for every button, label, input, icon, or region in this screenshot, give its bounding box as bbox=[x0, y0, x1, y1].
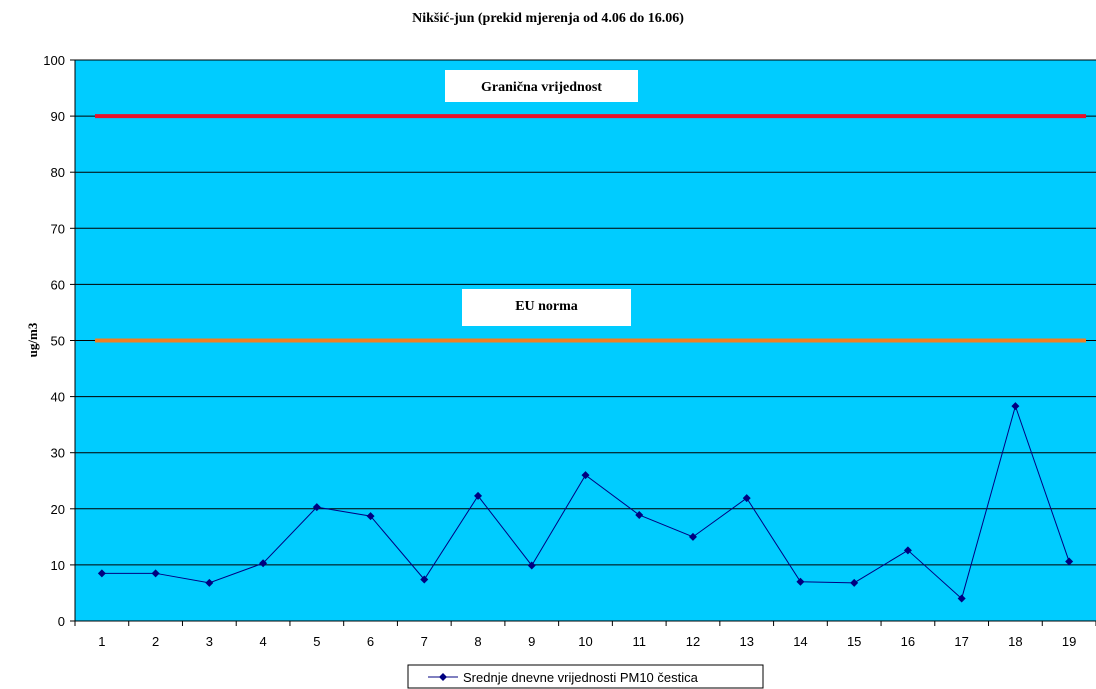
x-tick-label: 9 bbox=[528, 634, 535, 649]
y-tick-label: 0 bbox=[58, 614, 65, 629]
x-tick-label: 19 bbox=[1062, 634, 1076, 649]
y-tick-label: 40 bbox=[51, 390, 65, 405]
data-point bbox=[474, 491, 483, 500]
x-tick-label: 1 bbox=[98, 634, 105, 649]
x-tick-label: 16 bbox=[901, 634, 915, 649]
y-tick-label: 20 bbox=[51, 502, 65, 517]
data-point bbox=[688, 532, 697, 541]
data-point bbox=[151, 569, 160, 578]
data-point bbox=[1065, 557, 1074, 566]
x-tick-label: 4 bbox=[259, 634, 266, 649]
reference-label: Granična vrijednost bbox=[481, 80, 602, 95]
data-point bbox=[97, 569, 106, 578]
legend: Srednje dnevne vrijednosti PM10 čestica bbox=[407, 664, 764, 689]
x-tick-label: 7 bbox=[421, 634, 428, 649]
x-tick-label: 14 bbox=[793, 634, 807, 649]
y-tick-label: 50 bbox=[51, 334, 65, 349]
x-tick-label: 11 bbox=[632, 634, 646, 649]
x-tick-label: 2 bbox=[152, 634, 159, 649]
y-tick-label: 30 bbox=[51, 446, 65, 461]
reference-label-box bbox=[462, 289, 631, 326]
data-point bbox=[957, 594, 966, 603]
x-tick-label: 17 bbox=[954, 634, 968, 649]
data-point bbox=[903, 546, 912, 555]
data-point bbox=[312, 503, 321, 512]
data-point bbox=[850, 578, 859, 587]
reference-label: EU norma bbox=[515, 299, 578, 314]
data-point bbox=[742, 494, 751, 503]
data-point bbox=[205, 578, 214, 587]
x-tick-label: 10 bbox=[578, 634, 592, 649]
x-tick-label: 13 bbox=[739, 634, 753, 649]
y-tick-label: 60 bbox=[51, 277, 65, 292]
data-point bbox=[527, 561, 536, 570]
y-tick-label: 80 bbox=[51, 165, 65, 180]
x-tick-label: 3 bbox=[206, 634, 213, 649]
x-tick-label: 12 bbox=[686, 634, 700, 649]
y-tick-label: 10 bbox=[51, 558, 65, 573]
y-tick-label: 70 bbox=[51, 221, 65, 236]
legend-label: Srednje dnevne vrijednosti PM10 čestica bbox=[463, 670, 699, 685]
data-point bbox=[635, 510, 644, 519]
data-point bbox=[1011, 402, 1020, 411]
chart-title: Nikšić-jun (prekid mjerenja od 4.06 do 1… bbox=[412, 11, 684, 26]
y-tick-label: 90 bbox=[51, 109, 65, 124]
legend-box bbox=[407, 664, 764, 689]
y-tick-label: 100 bbox=[43, 53, 65, 68]
reference-label-box bbox=[445, 70, 638, 102]
data-point bbox=[366, 512, 375, 521]
data-point bbox=[259, 559, 268, 568]
y-axis-label: ug/m3 bbox=[25, 322, 40, 357]
data-point bbox=[796, 577, 805, 586]
data-point bbox=[581, 471, 590, 480]
x-tick-label: 5 bbox=[313, 634, 320, 649]
x-tick-label: 6 bbox=[367, 634, 374, 649]
legend-marker bbox=[439, 673, 447, 681]
x-tick-label: 18 bbox=[1008, 634, 1022, 649]
x-tick-label: 15 bbox=[847, 634, 861, 649]
data-point bbox=[420, 575, 429, 584]
x-tick-label: 8 bbox=[474, 634, 481, 649]
